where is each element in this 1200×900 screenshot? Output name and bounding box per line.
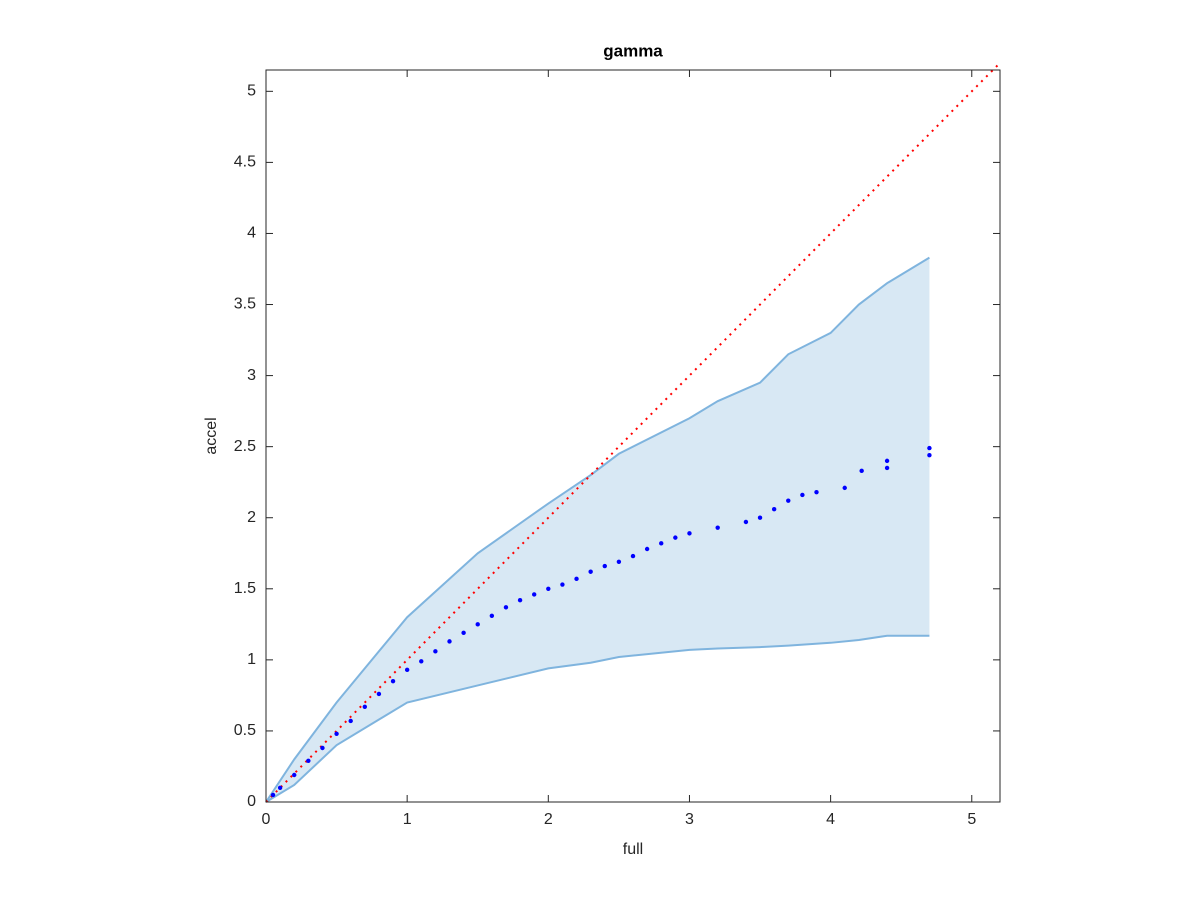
y-tick-label: 4.5 bbox=[234, 154, 256, 171]
y-tick-label: 2 bbox=[247, 509, 256, 526]
y-tick-label: 0.5 bbox=[234, 722, 256, 739]
y-tick-label: 1 bbox=[247, 651, 256, 668]
point bbox=[489, 613, 495, 619]
point bbox=[419, 659, 424, 664]
point bbox=[277, 785, 283, 790]
point bbox=[771, 507, 777, 512]
band-upper-edge bbox=[265, 256, 930, 803]
y-tick-label: 5 bbox=[247, 83, 256, 100]
x-axis-label: full bbox=[623, 841, 643, 858]
point bbox=[616, 559, 622, 564]
point bbox=[433, 649, 438, 654]
point bbox=[588, 569, 593, 574]
reference-line bbox=[265, 62, 1001, 803]
point bbox=[659, 541, 664, 546]
point bbox=[884, 465, 890, 471]
point bbox=[800, 492, 805, 498]
x-tick-label: 2 bbox=[544, 811, 553, 828]
point bbox=[842, 485, 847, 491]
point bbox=[334, 731, 339, 736]
point bbox=[786, 498, 791, 503]
point bbox=[531, 592, 537, 597]
y-axis-label: accel bbox=[203, 417, 220, 454]
chart-title: gamma bbox=[603, 41, 663, 60]
point bbox=[884, 458, 890, 464]
point bbox=[517, 597, 523, 603]
point bbox=[362, 704, 368, 709]
point bbox=[757, 515, 763, 520]
y-tick-label: 2.5 bbox=[234, 438, 256, 455]
point bbox=[814, 489, 819, 495]
point bbox=[673, 535, 678, 540]
point bbox=[743, 519, 749, 525]
point bbox=[687, 531, 692, 536]
point bbox=[447, 639, 452, 644]
point bbox=[376, 691, 382, 697]
point bbox=[503, 605, 509, 610]
point bbox=[927, 452, 932, 458]
point bbox=[574, 576, 579, 582]
point bbox=[644, 546, 650, 552]
point bbox=[306, 758, 311, 763]
band-lower-edge bbox=[265, 634, 930, 803]
point bbox=[292, 772, 297, 778]
point bbox=[927, 445, 932, 451]
plot-frame bbox=[265, 69, 1001, 803]
y-tick-label: 0 bbox=[247, 793, 256, 810]
x-tick-label: 5 bbox=[967, 811, 976, 828]
point bbox=[461, 630, 466, 636]
point bbox=[602, 563, 607, 569]
point bbox=[715, 525, 720, 530]
point bbox=[390, 678, 396, 684]
x-tick-label: 0 bbox=[262, 811, 271, 828]
x-tick-label: 1 bbox=[403, 811, 412, 828]
point bbox=[546, 586, 551, 591]
point bbox=[560, 582, 565, 587]
point bbox=[270, 792, 276, 798]
y-tick-label: 3 bbox=[247, 367, 256, 384]
point bbox=[475, 622, 480, 627]
point bbox=[404, 667, 410, 673]
point bbox=[630, 553, 636, 559]
x-tick-label: 4 bbox=[826, 811, 835, 828]
confidence-band bbox=[266, 257, 930, 803]
y-tick-label: 3.5 bbox=[234, 296, 256, 313]
point bbox=[348, 718, 353, 724]
y-tick-label: 4 bbox=[247, 225, 256, 242]
x-tick-label: 3 bbox=[685, 811, 694, 828]
y-tick-label: 1.5 bbox=[234, 580, 256, 597]
point bbox=[859, 468, 864, 474]
point bbox=[320, 745, 325, 751]
